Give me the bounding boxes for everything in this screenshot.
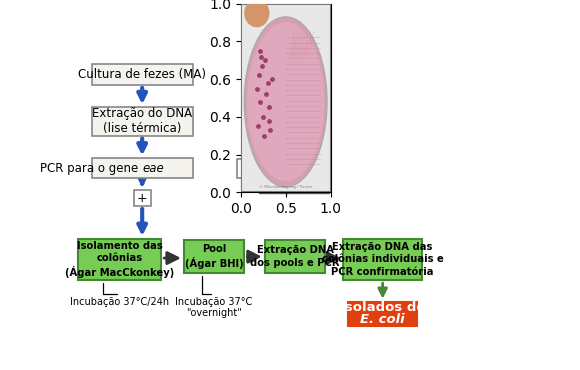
Text: E. coli: E. coli [360,313,405,326]
Text: Extração do DNA
(lise térmica): Extração do DNA (lise térmica) [92,107,192,135]
Text: Cultura de fezes (MA): Cultura de fezes (MA) [78,68,206,81]
FancyBboxPatch shape [92,64,193,85]
FancyBboxPatch shape [264,240,325,273]
Text: Incubação 37°C/24h: Incubação 37°C/24h [70,296,169,306]
FancyBboxPatch shape [259,47,329,192]
FancyBboxPatch shape [241,4,331,192]
Text: Incubação 37°C
"overnight": Incubação 37°C "overnight" [176,296,253,318]
FancyBboxPatch shape [343,239,422,280]
Text: Extração DNA das
colônias individuais e
PCR confirmatória: Extração DNA das colônias individuais e … [322,242,444,277]
Ellipse shape [247,23,324,181]
Text: -: - [243,162,248,175]
Text: PCR para o gene: PCR para o gene [40,162,142,175]
Ellipse shape [244,0,270,27]
Text: eae: eae [142,162,164,175]
Text: Amostra
descartada: Amostra descartada [262,155,332,176]
FancyBboxPatch shape [133,191,151,206]
Text: +: + [137,192,147,205]
Text: Isolamento das
colônias
(Ágar MacCkonkey): Isolamento das colônias (Ágar MacCkonkey… [65,241,175,278]
Text: Isolados de: Isolados de [340,301,425,314]
FancyBboxPatch shape [92,158,193,178]
Text: © Microbiolog.org / Foster: © Microbiolog.org / Foster [259,185,313,189]
FancyBboxPatch shape [237,159,254,178]
FancyBboxPatch shape [348,302,418,326]
Ellipse shape [244,17,327,187]
FancyBboxPatch shape [92,107,193,135]
Text: Pool
(Ágar BHI): Pool (Ágar BHI) [185,244,244,269]
Text: Extração DNA
dos pools e PCR: Extração DNA dos pools e PCR [250,245,340,268]
FancyBboxPatch shape [78,239,161,280]
FancyBboxPatch shape [184,240,244,273]
